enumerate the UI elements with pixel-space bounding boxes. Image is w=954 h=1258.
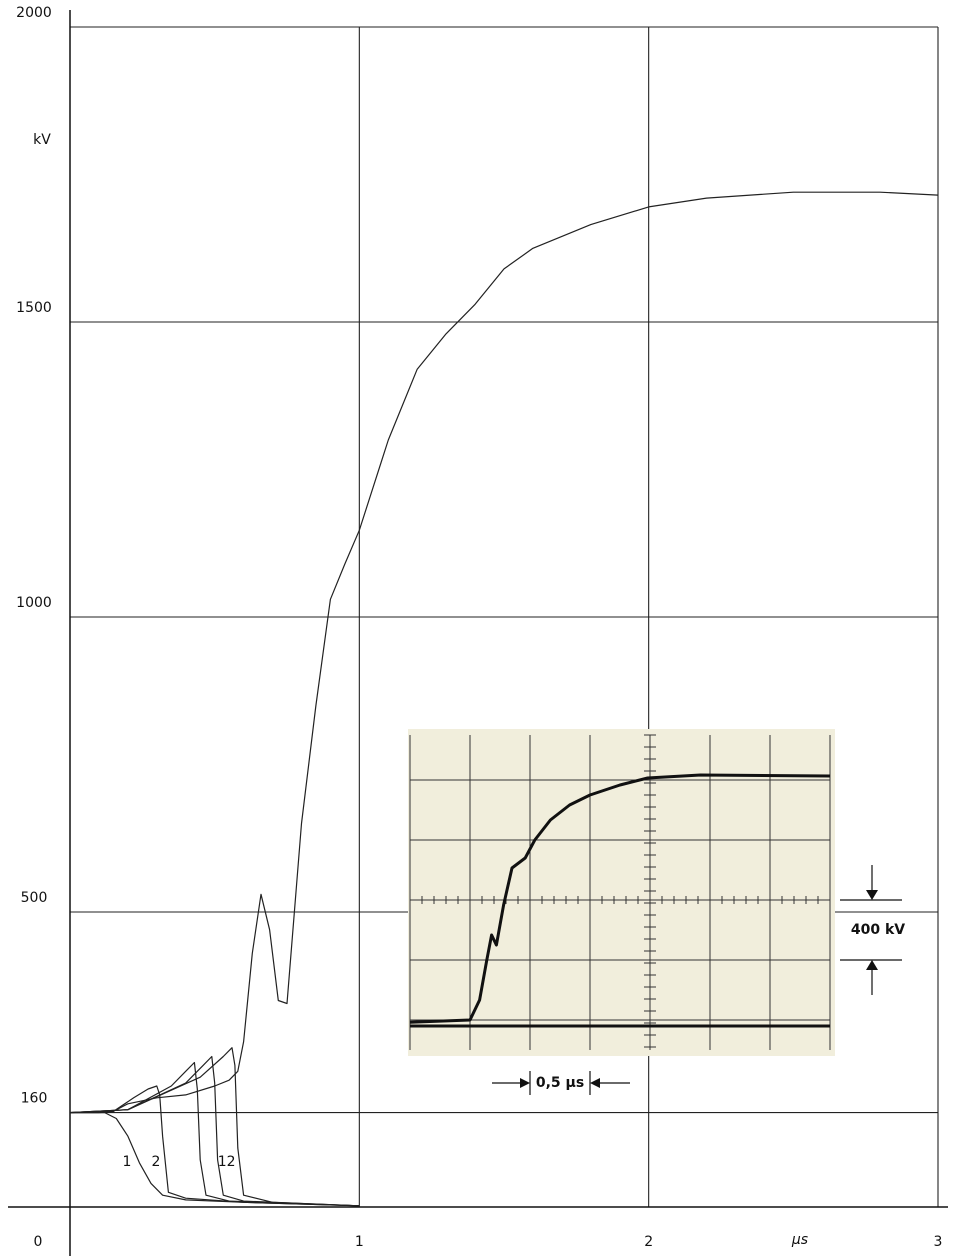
chart: 1605001000150020000123kVµs1212400 kV0,5 … xyxy=(0,0,954,1258)
page: Chopped impulse voltage oscillograms {"c… xyxy=(0,0,954,1258)
line-series xyxy=(70,1057,359,1206)
series-label: 1 xyxy=(123,1154,132,1170)
x-tick-label: 2 xyxy=(644,1234,653,1250)
scale-arrowhead xyxy=(866,960,878,970)
scale-arrowhead xyxy=(520,1078,530,1088)
scale-arrowhead xyxy=(590,1078,600,1088)
y-tick-label: 2000 xyxy=(16,5,52,21)
line-series xyxy=(70,1113,359,1206)
series-label: 12 xyxy=(218,1154,236,1170)
series-label: 2 xyxy=(151,1154,160,1170)
inset-background xyxy=(408,729,835,1056)
scale-arrowhead xyxy=(866,890,878,900)
x-tick-label: 1 xyxy=(355,1234,364,1250)
y-axis-label: kV xyxy=(33,132,51,148)
x-scale-label: 0,5 µs xyxy=(536,1075,584,1091)
page-body: 1605001000150020000123kVµs1212400 kV0,5 … xyxy=(0,0,954,1258)
y-scale-label: 400 kV xyxy=(851,922,905,938)
y-tick-label: 1000 xyxy=(16,595,52,611)
x-tick-label: 0 xyxy=(34,1234,43,1250)
y-tick-label: 1500 xyxy=(16,300,52,316)
x-axis-label: µs xyxy=(791,1232,808,1248)
line-series xyxy=(70,1048,359,1206)
x-tick-label: 3 xyxy=(934,1234,943,1250)
y-tick-label: 500 xyxy=(21,890,48,906)
y-tick-label: 160 xyxy=(21,1091,48,1107)
line-series xyxy=(70,1086,359,1206)
